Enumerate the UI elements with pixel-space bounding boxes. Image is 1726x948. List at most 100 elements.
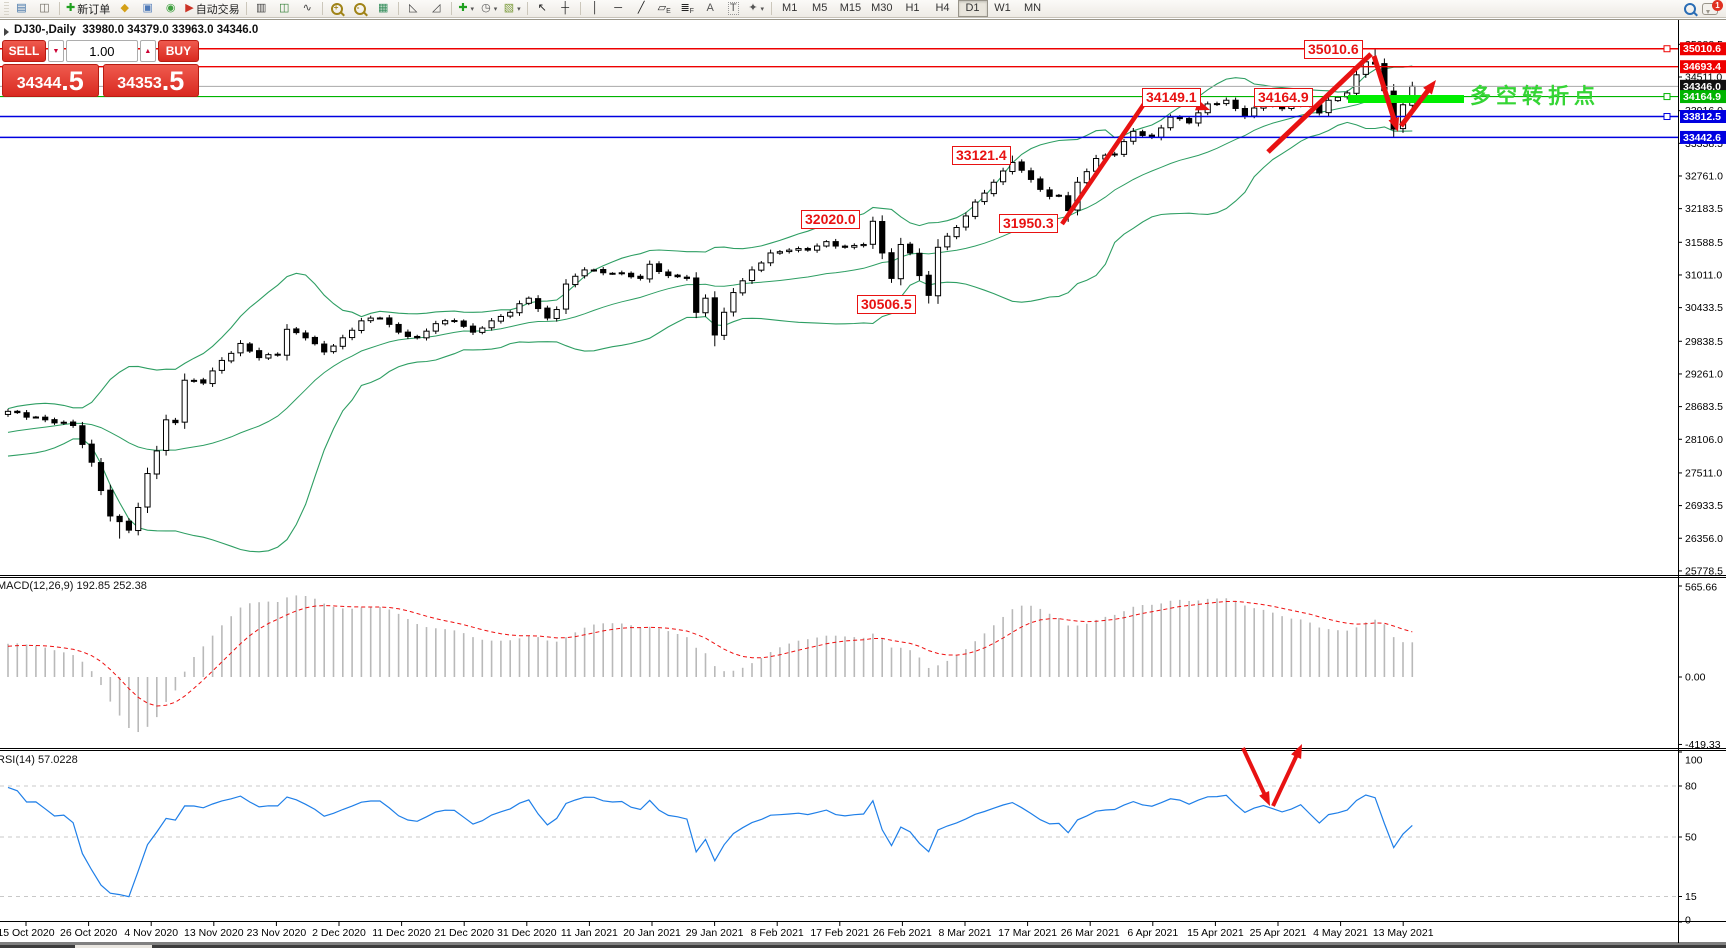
zoom-box-button[interactable]: ◫ — [33, 0, 56, 18]
eraser-button[interactable]: ◆ — [113, 0, 136, 18]
one-click-collapse-icon[interactable] — [4, 28, 9, 36]
svg-text:31 Dec 2020: 31 Dec 2020 — [497, 927, 557, 939]
svg-text:33812.5: 33812.5 — [1683, 111, 1721, 123]
text-icon: A — [706, 2, 714, 14]
date-axis[interactable]: 15 Oct 2020 26 Oct 2020 4 Nov 2020 13 Nov 2… — [0, 922, 1434, 939]
svg-text:34693.4: 34693.4 — [1683, 61, 1721, 73]
lot-decrement-button[interactable]: ▼ — [47, 40, 64, 62]
line-chart-button[interactable]: ∿ — [296, 0, 319, 18]
period-button[interactable]: ◷ ▾ — [478, 0, 501, 18]
equidistant-channel-button[interactable]: ▱ E — [653, 0, 676, 18]
price-annotation-label[interactable]: 30506.5 — [857, 295, 916, 314]
timeframe-h4[interactable]: H4 — [935, 2, 950, 14]
notifications-icon[interactable]: 1 — [1702, 0, 1723, 15]
timeframe-d1[interactable]: D1 — [957, 0, 988, 17]
signals-button[interactable]: ◉ — [159, 0, 182, 18]
support-zone-band[interactable] — [1348, 95, 1464, 103]
lot-size-input[interactable] — [65, 40, 138, 62]
toolbar-separator — [770, 2, 772, 15]
candlesticks — [4, 48, 1416, 539]
add-indicator-button[interactable]: ✚ ▾ — [455, 0, 478, 18]
svg-text:30433.5: 30433.5 — [1685, 302, 1723, 314]
toolbar-separator — [245, 2, 247, 15]
price-annotation-label[interactable]: 32020.0 — [801, 210, 860, 229]
timeframe-m30[interactable]: M30 — [871, 2, 893, 14]
svg-text:26 Oct 2020: 26 Oct 2020 — [60, 927, 117, 939]
cursor-button[interactable]: ↖ — [531, 0, 554, 18]
annotation-arrows[interactable] — [1060, 52, 1436, 807]
svg-text:17 Mar 2021: 17 Mar 2021 — [998, 927, 1057, 939]
crosshair-icon: ┼ — [561, 2, 570, 14]
lot-increment-button[interactable]: ▲ — [139, 40, 156, 62]
period-icon: ◷ — [481, 2, 491, 14]
svg-text:23 Nov 2020: 23 Nov 2020 — [247, 927, 307, 939]
buy-button[interactable]: BUY — [157, 40, 199, 62]
crosshair-button[interactable]: ┼ — [554, 0, 577, 18]
svg-text:28106.0: 28106.0 — [1685, 434, 1723, 446]
equidistant-channel-button-sub: E — [666, 8, 671, 15]
sell-price-box[interactable]: 34344 .5 — [2, 64, 99, 97]
bollinger-bands — [7, 65, 1413, 553]
svg-text:26 Feb 2021: 26 Feb 2021 — [873, 927, 932, 939]
svg-text:15: 15 — [1685, 891, 1697, 903]
timeframe-m5[interactable]: M5 — [812, 2, 828, 14]
macd-signal-line — [7, 600, 1413, 707]
timeframe-m1[interactable]: M1 — [782, 2, 798, 14]
chart-symbol-period: DJ30-,Daily — [14, 24, 77, 36]
cn-turning-point-label[interactable]: 多空转折点 — [1470, 85, 1600, 108]
timeframe-mn[interactable]: MN — [1023, 2, 1042, 14]
svg-text:6 Apr 2021: 6 Apr 2021 — [1127, 927, 1178, 939]
price-annotation-label[interactable]: 34149.1 — [1142, 88, 1201, 107]
arrows-button[interactable]: ✦ ▾ — [745, 0, 768, 18]
price-annotation-label[interactable]: 33121.4 — [952, 146, 1011, 165]
buy-price-box[interactable]: 34353 .5 — [102, 64, 199, 97]
svg-text:33442.6: 33442.6 — [1683, 132, 1721, 144]
tile-windows-button[interactable]: ▦ — [372, 0, 395, 18]
price-annotation-label[interactable]: 35010.6 — [1304, 40, 1363, 59]
svg-text:35010.6: 35010.6 — [1683, 43, 1721, 55]
search-icon[interactable] — [1684, 2, 1696, 15]
price-annotation-label[interactable]: 31950.3 — [999, 214, 1058, 233]
horizontal-scrollbar[interactable] — [0, 945, 1726, 948]
terminal-icon: ▣ — [142, 2, 153, 14]
template-button[interactable]: ▧ ▾ — [501, 0, 524, 18]
timeframe-m15[interactable]: M15 — [839, 2, 862, 14]
terminal-button[interactable]: ▣ — [136, 0, 159, 18]
svg-text:27511.0: 27511.0 — [1685, 467, 1722, 479]
svg-text:29261.0: 29261.0 — [1685, 368, 1723, 380]
candlestick-chart-button[interactable]: ◫ — [273, 0, 296, 18]
add-indicator-icon: ✚ — [458, 2, 468, 14]
fibonacci-button-sub: F — [689, 8, 694, 15]
toolbar-separator — [397, 2, 399, 15]
bar-chart-button[interactable]: ▥ — [250, 0, 273, 18]
timeframe-w1[interactable]: W1 — [994, 2, 1011, 14]
timeframe-h1[interactable]: H1 — [905, 2, 920, 14]
buy-price-main: 34353 — [117, 75, 162, 92]
text-label-button[interactable]: T — [722, 0, 745, 18]
zoom-in-button[interactable]: + — [326, 0, 349, 18]
zoom-out-button[interactable]: - — [349, 0, 372, 18]
autotrade-button[interactable]: ▶ 自动交易 — [182, 0, 242, 18]
price-annotation-label[interactable]: 34164.9 — [1254, 88, 1313, 107]
rsi-line — [7, 786, 1413, 898]
macd-histogram — [7, 595, 1414, 733]
svg-text:0.00: 0.00 — [1685, 672, 1706, 684]
chart-window-button[interactable]: ▤ — [10, 0, 33, 18]
horizontal-line-button[interactable]: ─ — [607, 0, 630, 18]
zoom-out-icon: - — [354, 2, 367, 15]
text-button[interactable]: A — [699, 0, 722, 18]
autoscroll-button[interactable]: ◺ — [402, 0, 425, 18]
fibonacci-button[interactable]: ≣ F — [676, 0, 699, 18]
chart-shift-button[interactable]: ◿ — [425, 0, 448, 18]
price-level-lines[interactable] — [0, 45, 1678, 139]
price-axis[interactable]: 35088.534511.033916.033338.532761.032183… — [1678, 39, 1723, 927]
vertical-line-button[interactable]: │ — [584, 0, 607, 18]
signals-icon: ◉ — [165, 2, 176, 14]
svg-text:80: 80 — [1685, 781, 1697, 793]
svg-text:4 Nov 2020: 4 Nov 2020 — [124, 927, 178, 939]
buy-price-fraction: .5 — [161, 66, 185, 96]
sell-button[interactable]: SELL — [2, 40, 46, 62]
trendline-button[interactable]: ╱ — [630, 0, 653, 18]
new-order-button[interactable]: ✚ 新订单 — [63, 0, 113, 18]
